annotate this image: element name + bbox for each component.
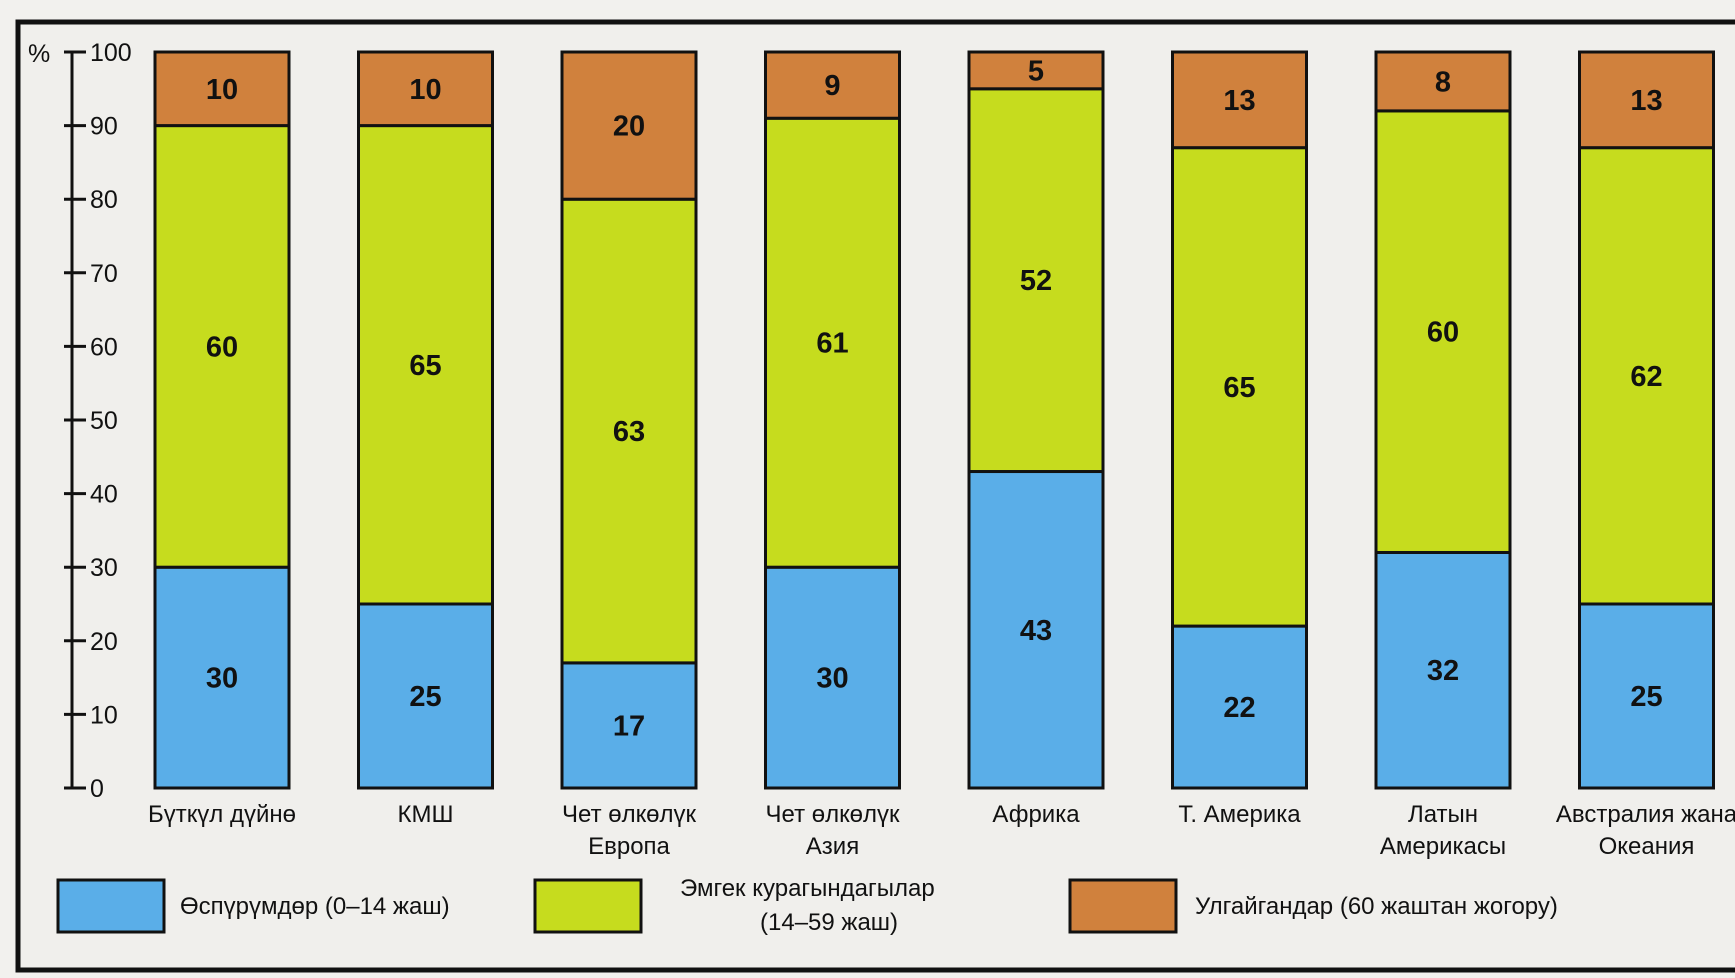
category-label: Азия: [806, 833, 859, 860]
data-label: 8: [1435, 66, 1451, 98]
data-label: 30: [206, 663, 238, 695]
data-label: 52: [1020, 265, 1052, 297]
data-label: 20: [613, 111, 645, 143]
legend-swatch: [58, 880, 164, 932]
data-label: 63: [613, 416, 645, 448]
category-label: Австралия жана: [1556, 801, 1735, 828]
category-label: Чет өлкөлүк: [562, 801, 696, 828]
y-tick-label: 70: [90, 260, 118, 288]
y-axis-unit: %: [28, 40, 50, 68]
data-label: 43: [1020, 615, 1052, 647]
y-tick-label: 60: [90, 333, 118, 361]
data-label: 65: [409, 350, 441, 382]
category-label: Чет өлкөлүк: [766, 801, 900, 828]
data-label: 5: [1028, 55, 1044, 87]
data-label: 10: [206, 74, 238, 106]
data-label: 60: [206, 331, 238, 363]
y-tick-label: 30: [90, 554, 118, 582]
legend-label: (14–59 жаш): [760, 909, 898, 936]
data-label: 25: [409, 681, 441, 713]
data-label: 22: [1223, 692, 1255, 724]
y-tick-label: 90: [90, 113, 118, 141]
data-label: 60: [1427, 317, 1459, 349]
data-label: 62: [1630, 361, 1662, 393]
legend-label: Улгайгандар (60 жаштан жогору): [1195, 893, 1558, 920]
data-label: 13: [1223, 85, 1255, 117]
legend-swatch: [1070, 880, 1176, 932]
y-tick-label: 80: [90, 186, 118, 214]
y-tick-label: 50: [90, 407, 118, 435]
data-label: 17: [613, 710, 645, 742]
y-tick-label: 20: [90, 628, 118, 656]
y-tick-label: 40: [90, 481, 118, 509]
data-label: 32: [1427, 655, 1459, 687]
category-label: Африка: [992, 801, 1080, 828]
data-label: 9: [824, 70, 840, 102]
data-label: 10: [409, 74, 441, 106]
category-label: КМШ: [398, 801, 454, 828]
data-label: 30: [816, 663, 848, 695]
data-label: 65: [1223, 372, 1255, 404]
category-label: Океания: [1599, 833, 1695, 860]
category-label: Европа: [588, 833, 670, 860]
y-tick-label: 100: [90, 39, 132, 67]
y-tick-label: 10: [90, 701, 118, 729]
legend-swatch: [535, 880, 641, 932]
data-label: 13: [1630, 85, 1662, 117]
category-label: Т. Америка: [1178, 801, 1301, 828]
data-label: 25: [1630, 681, 1662, 713]
y-tick-label: 0: [90, 775, 104, 803]
data-label: 61: [816, 328, 848, 360]
category-label: Бүткүл дүйнө: [148, 801, 296, 828]
legend-label: Эмгек курагындагылар: [680, 875, 935, 902]
category-label: Латын: [1408, 801, 1478, 828]
category-label: Америкасы: [1380, 833, 1506, 860]
legend-label: Өспүрүмдөр (0–14 жаш): [180, 893, 450, 920]
